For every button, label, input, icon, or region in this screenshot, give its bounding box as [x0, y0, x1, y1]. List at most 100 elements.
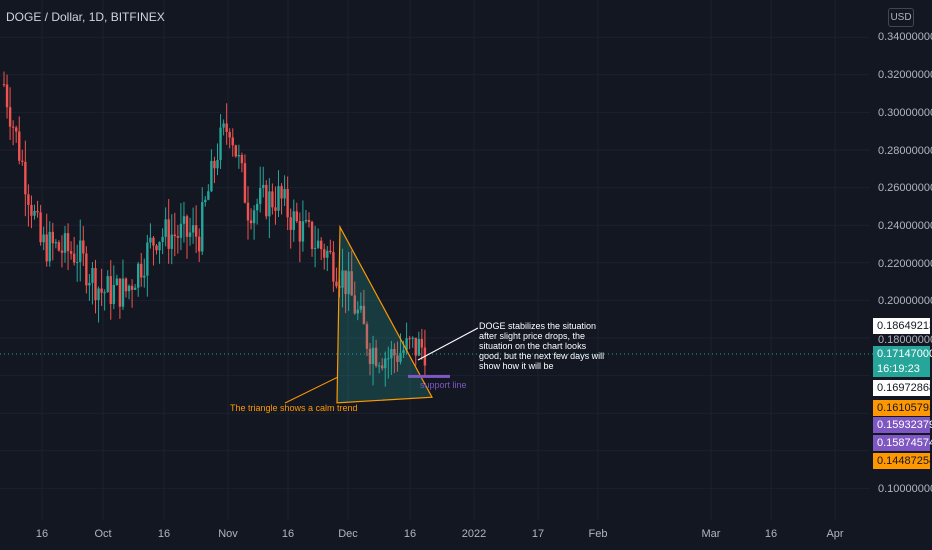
- candle-body: [76, 262, 79, 264]
- candle-body: [158, 241, 161, 251]
- price-tag-high: 0.18649213: [873, 318, 932, 334]
- candle-body: [347, 271, 350, 295]
- price-tag-countdown: 16:19:23: [873, 361, 930, 377]
- candle-body: [356, 309, 359, 314]
- candle-body: [66, 233, 70, 252]
- candle-body: [399, 352, 402, 362]
- candle-body: [237, 155, 241, 157]
- candle-body: [146, 242, 149, 276]
- candle-body: [283, 189, 286, 199]
- candle-body: [277, 186, 280, 211]
- candle-body: [402, 350, 405, 353]
- x-tick-label: Apr: [826, 528, 844, 540]
- candle-body: [411, 337, 414, 339]
- candle-body: [198, 236, 201, 252]
- candlestick-series: [2, 71, 427, 387]
- candle-body: [298, 221, 302, 242]
- candle-body: [69, 251, 73, 254]
- candle-body: [82, 240, 85, 254]
- candle-body: [310, 221, 314, 249]
- triangle-pattern: [336, 224, 433, 404]
- candle-body: [326, 250, 329, 258]
- candle-body: [289, 217, 292, 230]
- candle-body: [194, 225, 198, 237]
- candle-body: [405, 338, 408, 351]
- candle-body: [265, 184, 268, 217]
- candle-body: [259, 188, 262, 204]
- candle-body: [292, 211, 295, 230]
- candle-body: [316, 240, 320, 248]
- x-tick-label: 16: [157, 528, 171, 540]
- price-tag-triangle-top: 0.16105793: [873, 400, 932, 416]
- candle-body: [396, 355, 399, 362]
- candle-body: [57, 242, 61, 251]
- candle-body: [85, 253, 88, 286]
- y-tick-label: 0.34000000: [878, 31, 932, 43]
- price-tag-support-2: 0.15874574: [873, 435, 932, 451]
- candle-body: [143, 275, 146, 278]
- candle-body: [286, 189, 289, 218]
- candle-body: [42, 234, 45, 243]
- candle-body: [246, 202, 250, 221]
- candle-body: [359, 305, 363, 310]
- candle-body: [91, 267, 94, 283]
- x-tick-label: 17: [531, 528, 545, 540]
- candle-body: [176, 236, 180, 238]
- candle-body: [301, 221, 305, 242]
- candle-body: [201, 202, 204, 252]
- symbol-title[interactable]: DOGE / Dollar, 1D, BITFINEX: [6, 10, 165, 24]
- candle-body: [377, 365, 381, 367]
- candle-body: [191, 225, 195, 233]
- candle-body: [387, 358, 390, 360]
- y-tick-label: 0.28000000: [878, 145, 932, 157]
- candle-body: [11, 126, 15, 128]
- candle-body: [414, 337, 417, 356]
- x-tick-label: 16: [35, 528, 49, 540]
- candle-body: [24, 161, 27, 195]
- y-tick-label: 0.26000000: [878, 182, 932, 194]
- candle-body: [30, 204, 33, 216]
- candle-body: [228, 131, 231, 138]
- y-tick-label: 0.10000000: [878, 483, 932, 495]
- candle-body: [164, 219, 167, 237]
- candle-body: [182, 216, 186, 224]
- price-tag-triangle-bottom: 0.14487254: [873, 453, 932, 469]
- candle-body: [323, 249, 326, 258]
- candle-body: [365, 324, 369, 349]
- candle-body: [280, 186, 283, 199]
- candle-body: [185, 216, 189, 237]
- candle-body: [152, 237, 155, 246]
- candle-body: [121, 278, 125, 307]
- candle-body: [207, 191, 210, 200]
- candle-body: [243, 163, 247, 203]
- candle-body: [213, 160, 216, 169]
- x-tick-label: Mar: [701, 528, 721, 540]
- chart-drawings: [284, 224, 479, 404]
- currency-button[interactable]: USD: [888, 8, 914, 27]
- candle-body: [341, 270, 344, 288]
- candle-body: [231, 137, 234, 146]
- x-tick-label: Feb: [588, 528, 608, 540]
- candle-body: [33, 210, 36, 216]
- candle-body: [216, 160, 219, 169]
- candle-body: [109, 276, 112, 304]
- price-tag-support-1: 0.15932379: [873, 417, 932, 433]
- candle-body: [155, 245, 158, 251]
- candle-body: [179, 223, 183, 238]
- candle-body: [161, 236, 164, 242]
- triangle-callout-line: [284, 376, 339, 404]
- candle-body: [103, 292, 106, 294]
- candle-body: [381, 365, 384, 369]
- candle-body: [54, 242, 58, 244]
- candle-body: [97, 288, 100, 301]
- candle-body: [18, 131, 21, 161]
- grid-lines: [0, 0, 873, 520]
- y-tick-label: 0.20000000: [878, 295, 932, 307]
- candle-body: [15, 127, 18, 132]
- candle-body: [332, 252, 335, 282]
- candle-body: [234, 145, 237, 157]
- candle-body: [130, 285, 134, 290]
- candle-body: [307, 219, 311, 222]
- comment-annotation: DOGE stabilizes the situation after slig…: [479, 321, 605, 371]
